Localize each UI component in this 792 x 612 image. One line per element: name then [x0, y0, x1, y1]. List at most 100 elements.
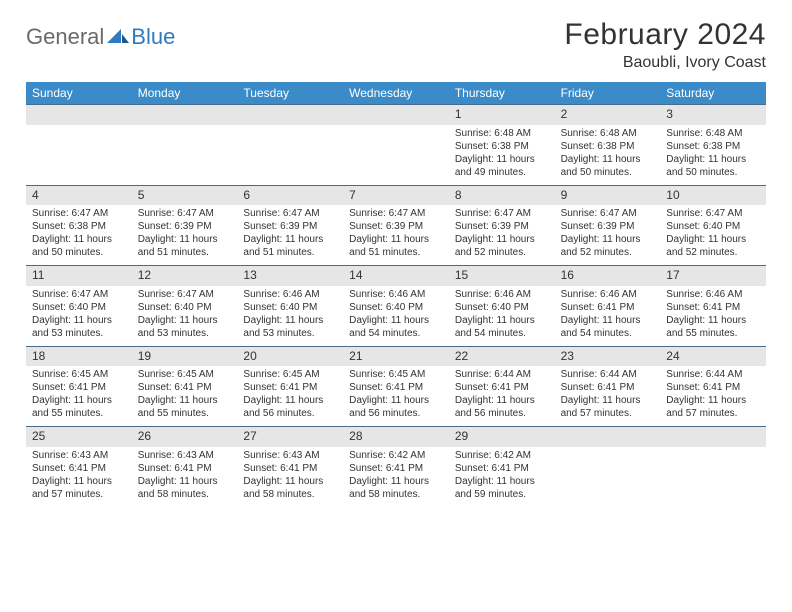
cell-body: Sunrise: 6:45 AMSunset: 6:41 PMDaylight:… — [26, 366, 132, 426]
daylight-text: Daylight: 11 hours and 50 minutes. — [561, 153, 655, 179]
weekday-fri: Friday — [555, 82, 661, 104]
cell-body: Sunrise: 6:48 AMSunset: 6:38 PMDaylight:… — [660, 125, 766, 185]
cell-body: Sunrise: 6:45 AMSunset: 6:41 PMDaylight:… — [237, 366, 343, 426]
day-number: . — [555, 426, 661, 447]
calendar-cell: 16Sunrise: 6:46 AMSunset: 6:41 PMDayligh… — [555, 265, 661, 346]
calendar-cell: 14Sunrise: 6:46 AMSunset: 6:40 PMDayligh… — [343, 265, 449, 346]
sunset-text: Sunset: 6:40 PM — [138, 301, 232, 314]
cell-body: Sunrise: 6:46 AMSunset: 6:40 PMDaylight:… — [449, 286, 555, 346]
sunset-text: Sunset: 6:41 PM — [666, 381, 760, 394]
sunset-text: Sunset: 6:41 PM — [455, 462, 549, 475]
daylight-text: Daylight: 11 hours and 56 minutes. — [243, 394, 337, 420]
calendar-cell: 2Sunrise: 6:48 AMSunset: 6:38 PMDaylight… — [555, 104, 661, 185]
calendar-week-row: 4Sunrise: 6:47 AMSunset: 6:38 PMDaylight… — [26, 185, 766, 266]
sunset-text: Sunset: 6:40 PM — [666, 220, 760, 233]
sunset-text: Sunset: 6:41 PM — [32, 381, 126, 394]
cell-body: Sunrise: 6:46 AMSunset: 6:41 PMDaylight:… — [660, 286, 766, 346]
day-number: 14 — [343, 265, 449, 286]
daylight-text: Daylight: 11 hours and 55 minutes. — [138, 394, 232, 420]
day-number: . — [343, 104, 449, 125]
sunset-text: Sunset: 6:39 PM — [455, 220, 549, 233]
day-number: 18 — [26, 346, 132, 367]
daylight-text: Daylight: 11 hours and 51 minutes. — [138, 233, 232, 259]
sunset-text: Sunset: 6:38 PM — [32, 220, 126, 233]
cell-body: Sunrise: 6:43 AMSunset: 6:41 PMDaylight:… — [132, 447, 238, 507]
daylight-text: Daylight: 11 hours and 53 minutes. — [243, 314, 337, 340]
weekday-sat: Saturday — [660, 82, 766, 104]
calendar-cell: 1Sunrise: 6:48 AMSunset: 6:38 PMDaylight… — [449, 104, 555, 185]
calendar-cell: 5Sunrise: 6:47 AMSunset: 6:39 PMDaylight… — [132, 185, 238, 266]
calendar-cell: 24Sunrise: 6:44 AMSunset: 6:41 PMDayligh… — [660, 346, 766, 427]
daylight-text: Daylight: 11 hours and 54 minutes. — [349, 314, 443, 340]
day-number: . — [132, 104, 238, 125]
page-header: General Blue February 2024 Baoubli, Ivor… — [26, 18, 766, 72]
day-number: 3 — [660, 104, 766, 125]
sunrise-text: Sunrise: 6:43 AM — [243, 449, 337, 462]
sunset-text: Sunset: 6:38 PM — [666, 140, 760, 153]
cell-body: Sunrise: 6:45 AMSunset: 6:41 PMDaylight:… — [343, 366, 449, 426]
daylight-text: Daylight: 11 hours and 57 minutes. — [32, 475, 126, 501]
day-number: 5 — [132, 185, 238, 206]
cell-body: Sunrise: 6:44 AMSunset: 6:41 PMDaylight:… — [660, 366, 766, 426]
sunset-text: Sunset: 6:41 PM — [243, 462, 337, 475]
calendar-week-row: ....1Sunrise: 6:48 AMSunset: 6:38 PMDayl… — [26, 104, 766, 185]
calendar-cell: 26Sunrise: 6:43 AMSunset: 6:41 PMDayligh… — [132, 426, 238, 507]
weekday-mon: Monday — [132, 82, 238, 104]
calendar-cell: 11Sunrise: 6:47 AMSunset: 6:40 PMDayligh… — [26, 265, 132, 346]
calendar-cell: 23Sunrise: 6:44 AMSunset: 6:41 PMDayligh… — [555, 346, 661, 427]
sunrise-text: Sunrise: 6:46 AM — [349, 288, 443, 301]
cell-body: Sunrise: 6:47 AMSunset: 6:39 PMDaylight:… — [343, 205, 449, 265]
sunrise-text: Sunrise: 6:45 AM — [243, 368, 337, 381]
day-number: 2 — [555, 104, 661, 125]
sunrise-text: Sunrise: 6:46 AM — [666, 288, 760, 301]
sunrise-text: Sunrise: 6:46 AM — [561, 288, 655, 301]
day-number: 26 — [132, 426, 238, 447]
sunset-text: Sunset: 6:41 PM — [349, 462, 443, 475]
calendar-cell: . — [343, 104, 449, 185]
day-number: 21 — [343, 346, 449, 367]
day-number: 20 — [237, 346, 343, 367]
sunrise-text: Sunrise: 6:45 AM — [349, 368, 443, 381]
sunset-text: Sunset: 6:41 PM — [666, 301, 760, 314]
daylight-text: Daylight: 11 hours and 58 minutes. — [243, 475, 337, 501]
cell-body: Sunrise: 6:42 AMSunset: 6:41 PMDaylight:… — [343, 447, 449, 507]
location-label: Baoubli, Ivory Coast — [564, 54, 766, 72]
cell-body: Sunrise: 6:45 AMSunset: 6:41 PMDaylight:… — [132, 366, 238, 426]
cell-body: Sunrise: 6:44 AMSunset: 6:41 PMDaylight:… — [449, 366, 555, 426]
calendar-cell: 15Sunrise: 6:46 AMSunset: 6:40 PMDayligh… — [449, 265, 555, 346]
cell-body: Sunrise: 6:46 AMSunset: 6:40 PMDaylight:… — [343, 286, 449, 346]
daylight-text: Daylight: 11 hours and 58 minutes. — [138, 475, 232, 501]
sunrise-text: Sunrise: 6:42 AM — [455, 449, 549, 462]
cell-body: Sunrise: 6:47 AMSunset: 6:39 PMDaylight:… — [237, 205, 343, 265]
calendar-cell: 18Sunrise: 6:45 AMSunset: 6:41 PMDayligh… — [26, 346, 132, 427]
daylight-text: Daylight: 11 hours and 58 minutes. — [349, 475, 443, 501]
logo-sail-icon — [107, 27, 129, 43]
sunset-text: Sunset: 6:39 PM — [561, 220, 655, 233]
cell-body: Sunrise: 6:46 AMSunset: 6:41 PMDaylight:… — [555, 286, 661, 346]
sunset-text: Sunset: 6:41 PM — [349, 381, 443, 394]
cell-body: Sunrise: 6:46 AMSunset: 6:40 PMDaylight:… — [237, 286, 343, 346]
sunset-text: Sunset: 6:39 PM — [349, 220, 443, 233]
day-number: 17 — [660, 265, 766, 286]
weekday-wed: Wednesday — [343, 82, 449, 104]
daylight-text: Daylight: 11 hours and 51 minutes. — [349, 233, 443, 259]
cell-body: Sunrise: 6:47 AMSunset: 6:39 PMDaylight:… — [449, 205, 555, 265]
sunrise-text: Sunrise: 6:46 AM — [455, 288, 549, 301]
sunset-text: Sunset: 6:40 PM — [455, 301, 549, 314]
day-number: 19 — [132, 346, 238, 367]
weekday-thu: Thursday — [449, 82, 555, 104]
sunset-text: Sunset: 6:41 PM — [561, 381, 655, 394]
day-number: 15 — [449, 265, 555, 286]
calendar-cell: 28Sunrise: 6:42 AMSunset: 6:41 PMDayligh… — [343, 426, 449, 507]
sunset-text: Sunset: 6:40 PM — [32, 301, 126, 314]
calendar-cell: 9Sunrise: 6:47 AMSunset: 6:39 PMDaylight… — [555, 185, 661, 266]
daylight-text: Daylight: 11 hours and 51 minutes. — [243, 233, 337, 259]
daylight-text: Daylight: 11 hours and 54 minutes. — [455, 314, 549, 340]
sunrise-text: Sunrise: 6:47 AM — [561, 207, 655, 220]
calendar-week-row: 25Sunrise: 6:43 AMSunset: 6:41 PMDayligh… — [26, 426, 766, 507]
sunrise-text: Sunrise: 6:47 AM — [455, 207, 549, 220]
daylight-text: Daylight: 11 hours and 54 minutes. — [561, 314, 655, 340]
cell-body: Sunrise: 6:42 AMSunset: 6:41 PMDaylight:… — [449, 447, 555, 507]
month-title: February 2024 — [564, 18, 766, 52]
cell-body: Sunrise: 6:43 AMSunset: 6:41 PMDaylight:… — [26, 447, 132, 507]
